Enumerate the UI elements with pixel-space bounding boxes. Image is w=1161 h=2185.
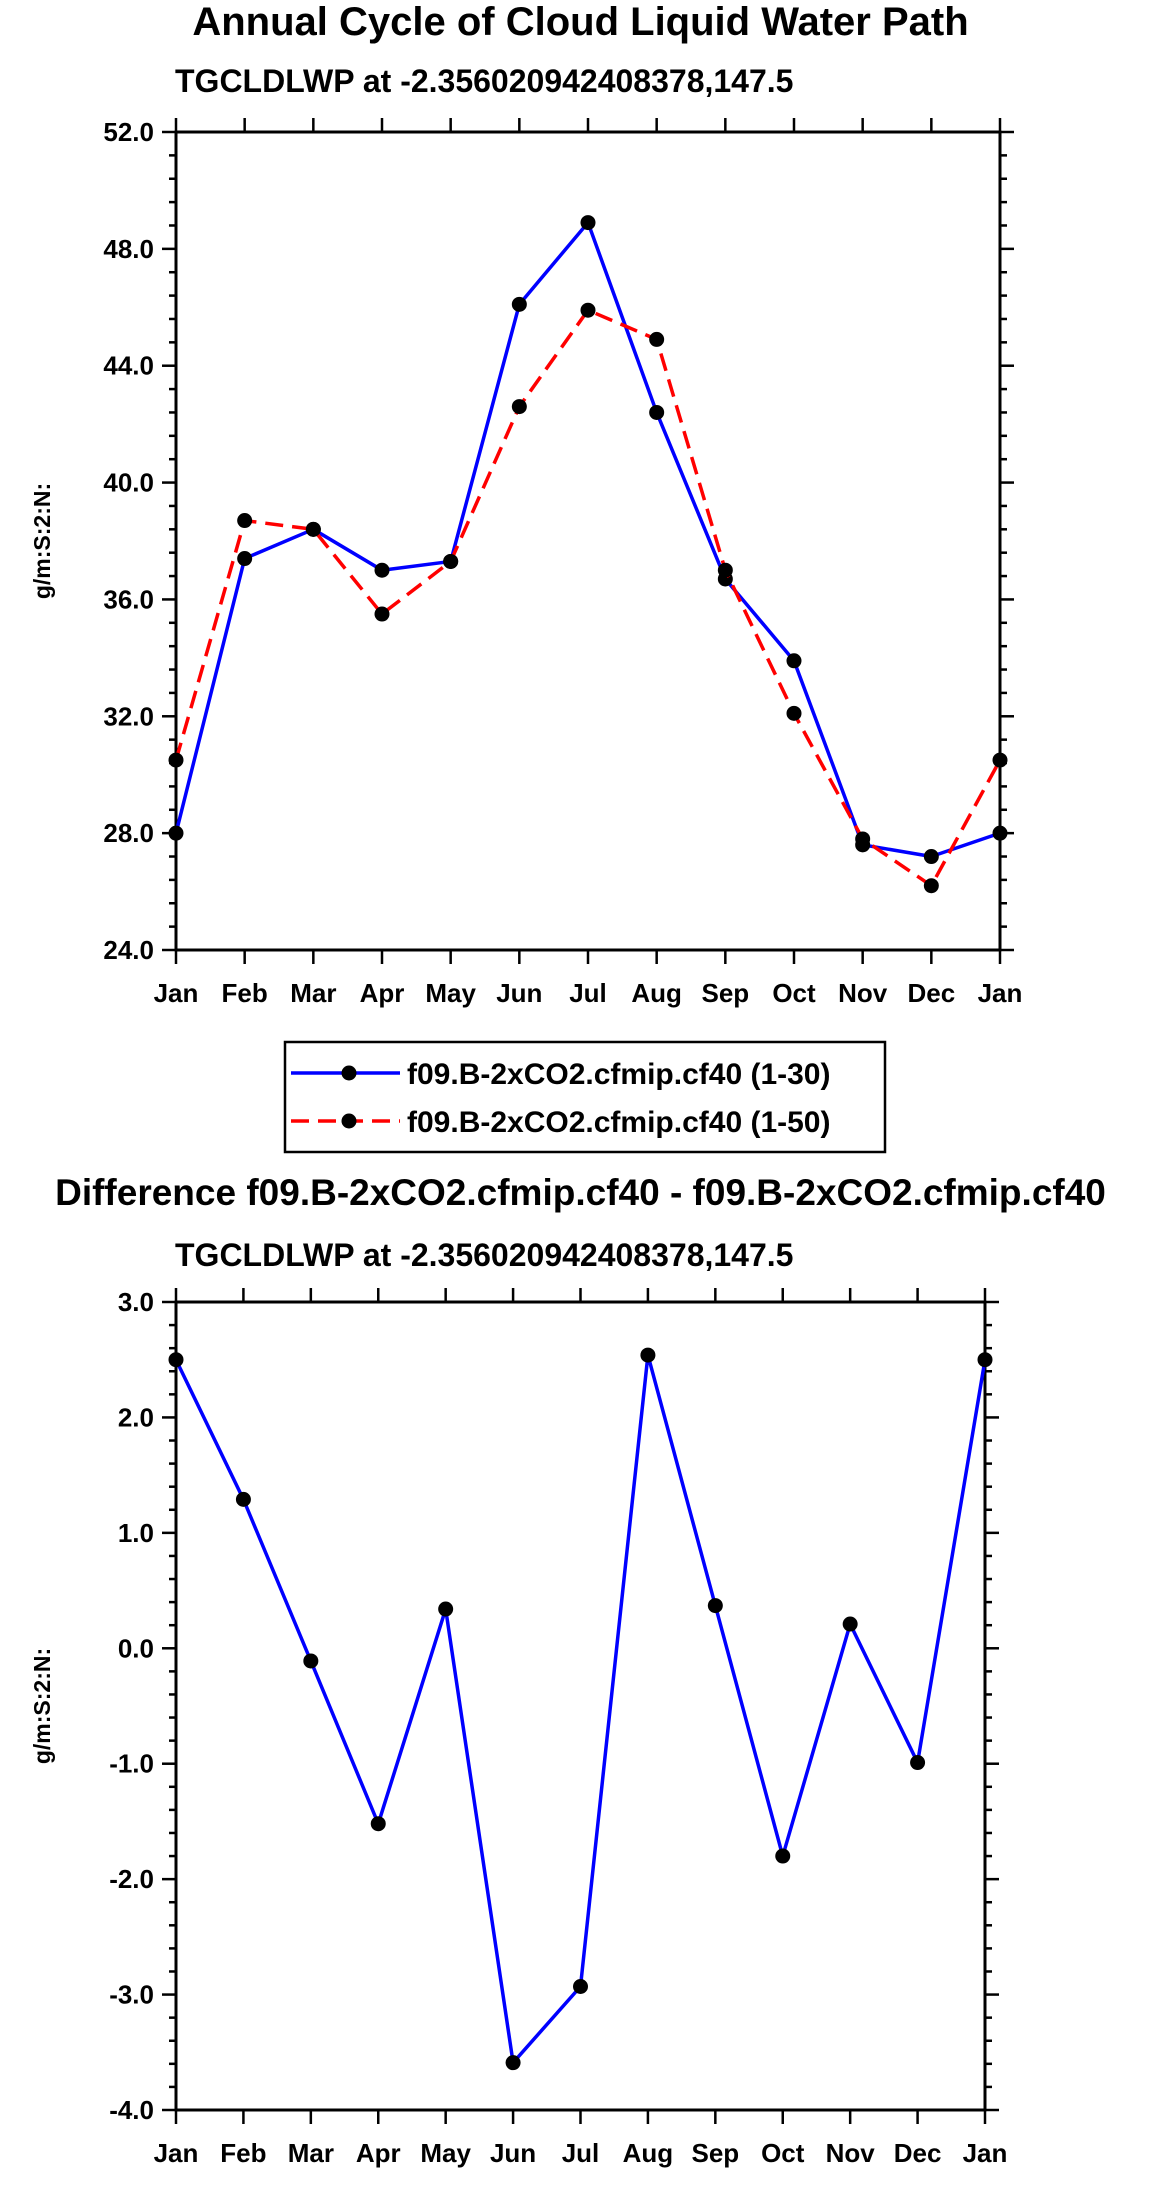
x-tick-label: Jan	[963, 2138, 1008, 2168]
x-tick-label: Jul	[569, 978, 607, 1008]
x-tick-label: Nov	[838, 978, 888, 1008]
data-point	[649, 331, 665, 347]
x-tick-label: Mar	[288, 2138, 334, 2168]
legend-label-1: f09.B-2xCO2.cfmip.cf40 (1-30)	[407, 1058, 831, 1091]
data-point	[168, 1352, 184, 1368]
x-tick-label: Jun	[490, 2138, 536, 2168]
x-tick-label: Nov	[826, 2138, 876, 2168]
y-tick-label: 2.0	[118, 1402, 154, 1432]
chart2-title: TGCLDLWP at -2.356020942408378,147.5	[175, 1237, 794, 1273]
legend: f09.B-2xCO2.cfmip.cf40 (1-30) f09.B-2xCO2…	[283, 1040, 887, 1154]
data-point	[786, 653, 802, 669]
y-tick-label: 28.0	[103, 818, 154, 848]
data-point	[237, 551, 253, 567]
data-point	[649, 404, 665, 420]
x-tick-label: May	[425, 978, 476, 1008]
difference-title: Difference f09.B-2xCO2.cfmip.cf40 - f09.…	[55, 1172, 1106, 1213]
y-axis-title: g/m:S:2:N:	[29, 483, 55, 599]
y-tick-label: -4.0	[109, 2095, 154, 2125]
data-point	[438, 1601, 454, 1617]
x-tick-label: Jan	[154, 2138, 199, 2168]
y-tick-label: 36.0	[103, 584, 154, 614]
x-tick-label: May	[420, 2138, 471, 2168]
data-point	[923, 878, 939, 894]
legend-marker	[341, 1065, 357, 1081]
x-tick-label: Apr	[360, 978, 405, 1008]
y-tick-label: 52.0	[103, 117, 154, 147]
data-point	[168, 752, 184, 768]
y-tick-label: 44.0	[103, 351, 154, 381]
series-line-2	[174, 308, 1002, 888]
data-point	[640, 1347, 656, 1363]
chart1-title: TGCLDLWP at -2.356020942408378,147.5	[175, 63, 794, 99]
y-tick-label: 48.0	[103, 234, 154, 264]
x-tick-label: Feb	[220, 2138, 266, 2168]
data-point	[855, 831, 871, 847]
data-point	[717, 562, 733, 578]
difference-chart: -4.0 -3.0 -2.0 -1.0 0.0 1.0 2.0 3.0 Jan Feb Mar Apr…	[29, 1287, 1007, 2168]
y-tick-label: -1.0	[109, 1749, 154, 1779]
legend-marker	[341, 1113, 357, 1129]
x-tick-label: Sep	[701, 978, 749, 1008]
data-point	[580, 215, 596, 231]
x-tick-label: Apr	[356, 2138, 401, 2168]
y-tick-label: 3.0	[118, 1287, 154, 1317]
data-point	[303, 1653, 319, 1669]
x-tick-label: Oct	[761, 2138, 805, 2168]
y-tick-label: 24.0	[103, 935, 154, 965]
legend-box	[283, 1040, 887, 1154]
y-tick-label: 40.0	[103, 468, 154, 498]
series-line-1	[174, 1353, 987, 2065]
data-point	[505, 2055, 521, 2071]
y-tick-label: 32.0	[103, 701, 154, 731]
y-tick-label: -2.0	[109, 1864, 154, 1894]
data-point	[842, 1616, 858, 1632]
data-point	[305, 521, 321, 537]
data-point	[370, 1816, 386, 1832]
data-point	[923, 849, 939, 865]
x-tick-label: Feb	[222, 978, 268, 1008]
x-tick-label: Jan	[978, 978, 1023, 1008]
data-point	[573, 1978, 588, 1994]
data-point	[511, 296, 527, 312]
annual-cycle-chart: 24.0 28.0 32.0 36.0 40.0 44.0 48.0 52.0 Jan Feb Ma…	[29, 117, 1022, 1008]
x-tick-label: Aug	[631, 978, 682, 1008]
plot-frame	[174, 130, 1002, 952]
data-point	[168, 825, 184, 841]
data-point	[910, 1755, 926, 1771]
y-axis-title: g/m:S:2:N:	[29, 1648, 55, 1764]
x-tick-label: Aug	[623, 2138, 674, 2168]
y-tick-label: -3.0	[109, 1980, 154, 2010]
data-point	[443, 553, 459, 569]
data-point	[511, 399, 527, 415]
y-tick-label: 0.0	[118, 1633, 154, 1663]
x-tick-label: Jan	[154, 978, 199, 1008]
data-point	[992, 752, 1008, 768]
data-point	[580, 302, 596, 318]
data-point	[977, 1352, 993, 1368]
data-point	[775, 1848, 791, 1864]
main-title: Annual Cycle of Cloud Liquid Water Path	[192, 0, 969, 44]
x-tick-label: Mar	[290, 978, 336, 1008]
data-point	[237, 513, 253, 529]
data-point	[992, 825, 1008, 841]
data-point	[707, 1598, 723, 1614]
y-tick-label: 1.0	[118, 1518, 154, 1548]
x-tick-label: Dec	[894, 2138, 942, 2168]
data-point	[235, 1491, 251, 1507]
x-tick-label: Sep	[691, 2138, 739, 2168]
legend-label-2: f09.B-2xCO2.cfmip.cf40 (1-50)	[407, 1106, 831, 1139]
data-point	[374, 562, 390, 578]
x-tick-label: Dec	[907, 978, 955, 1008]
x-tick-label: Jun	[496, 978, 542, 1008]
data-point	[374, 606, 390, 622]
x-tick-label: Jul	[562, 2138, 600, 2168]
x-tick-label: Oct	[772, 978, 816, 1008]
data-point	[786, 705, 802, 721]
